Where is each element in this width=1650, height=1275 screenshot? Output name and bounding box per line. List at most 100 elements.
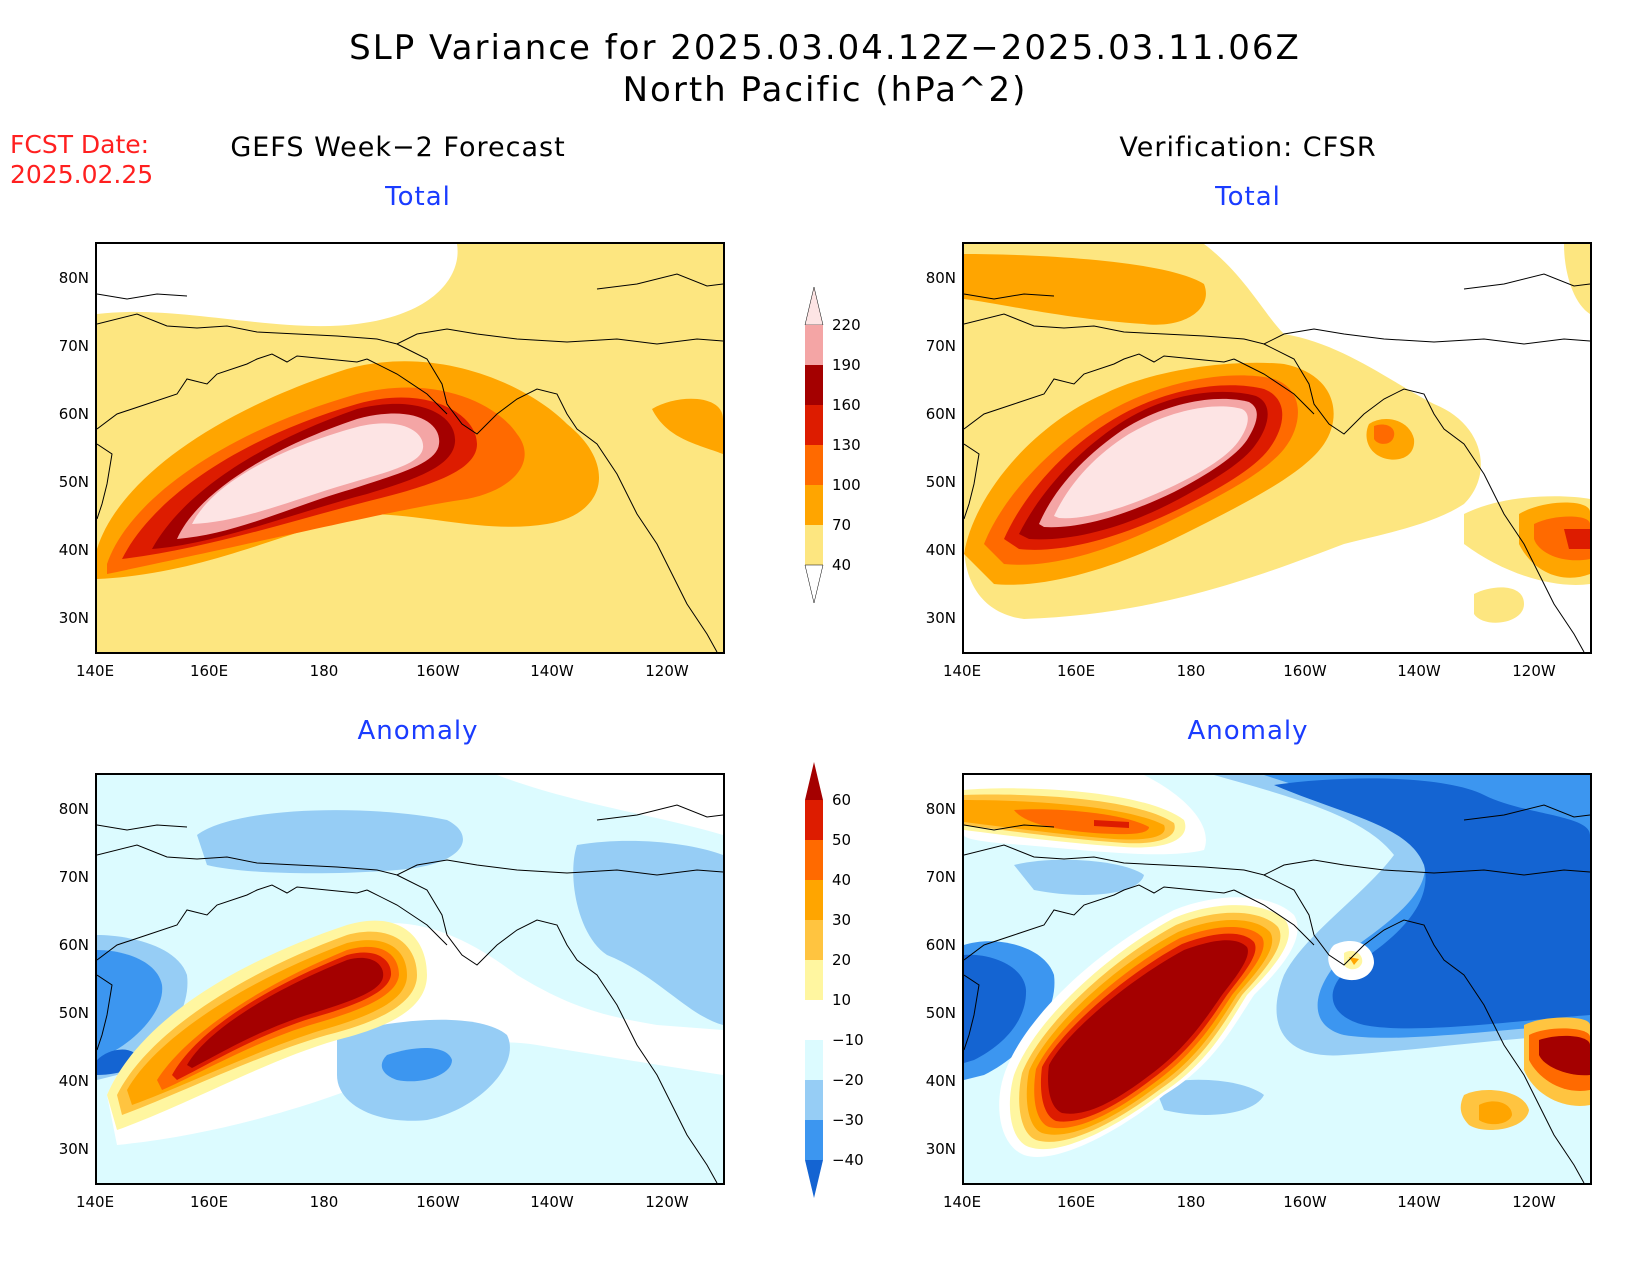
verification-anomaly-lat-tick: 40N	[925, 1072, 956, 1090]
colorbar-label: −40	[832, 1151, 864, 1169]
forecast-total-title: Total	[385, 182, 451, 212]
colorbar-label: −20	[832, 1071, 864, 1089]
colorbar-swatch	[805, 960, 823, 1000]
verification-total-lon-tick: 160W	[1283, 662, 1327, 680]
colorbar-swatch	[805, 325, 823, 365]
forecast-total-lat-tick: 70N	[58, 337, 89, 355]
verification-total-lon-tick: 140W	[1397, 662, 1441, 680]
verification-total-lat-tick: 40N	[925, 541, 956, 559]
forecast-anomaly-lon-tick: 120W	[645, 1193, 689, 1211]
colorbar-label: −10	[832, 1031, 864, 1049]
verification-total-lon-tick: 140E	[942, 662, 982, 680]
colorbar-swatch	[805, 1080, 823, 1120]
verification-anomaly-title: Anomaly	[1187, 716, 1309, 746]
verification-anomaly-lat-tick: 60N	[925, 936, 956, 954]
colorbar-swatch	[805, 365, 823, 405]
colorbar-anomaly-swatches	[805, 762, 823, 1198]
forecast-total-field	[97, 244, 723, 652]
colorbar-swatch	[805, 840, 823, 880]
colorbar-label: −30	[832, 1111, 864, 1129]
forecast-total-lat-tick: 80N	[58, 269, 89, 287]
colorbar-swatch	[805, 445, 823, 485]
main-title: SLP Variance for 2025.03.04.12Z−2025.03.…	[349, 28, 1301, 68]
verification-total-lat-tick: 60N	[925, 405, 956, 423]
colorbar-label: 100	[832, 476, 861, 494]
forecast-total-lat-tick: 50N	[58, 473, 89, 491]
forecast-anomaly-lat-tick: 70N	[58, 868, 89, 886]
forecast-total-lon-tick: 180	[309, 662, 339, 680]
colorbar-label: 50	[832, 831, 852, 849]
verification-anomaly-lat-tick: 70N	[925, 868, 956, 886]
colorbar-total	[800, 285, 880, 615]
map-verification-total	[962, 242, 1592, 654]
forecast-anomaly-lat-tick: 50N	[58, 1004, 89, 1022]
verification-anomaly-lon-tick: 120W	[1512, 1193, 1556, 1211]
forecast-anomaly-lon-tick: 160E	[189, 1193, 229, 1211]
verification-total-lon-tick: 180	[1176, 662, 1206, 680]
verification-total-title: Total	[1215, 182, 1281, 212]
forecast-column-title: GEFS Week−2 Forecast	[230, 132, 566, 163]
colorbar-label: 40	[832, 556, 852, 574]
colorbar-top-arrow	[805, 762, 823, 800]
colorbar-label: 10	[832, 991, 852, 1009]
colorbar-swatch	[805, 1000, 823, 1040]
forecast-anomaly-title: Anomaly	[357, 716, 479, 746]
forecast-total-lon-tick: 140E	[75, 662, 115, 680]
map-verification-anomaly	[962, 773, 1592, 1185]
verification-anomaly-lat-tick: 50N	[925, 1004, 956, 1022]
colorbar-top-arrow	[804, 286, 824, 326]
verification-total-lat-tick: 30N	[925, 609, 956, 627]
colorbar-bottom-arrow	[804, 564, 824, 604]
verification-column-title: Verification: CFSR	[1119, 132, 1377, 163]
colorbar-swatch	[805, 405, 823, 445]
forecast-total-lat-tick: 40N	[58, 541, 89, 559]
verification-total-lat-tick: 70N	[925, 337, 956, 355]
forecast-anomaly-lon-tick: 140W	[530, 1193, 574, 1211]
forecast-anomaly-field	[97, 775, 723, 1183]
verification-anomaly-lon-tick: 180	[1176, 1193, 1206, 1211]
colorbar-label: 220	[832, 316, 861, 334]
colorbar-swatch	[805, 525, 823, 565]
colorbar-label: 40	[832, 871, 852, 889]
colorbar-label: 190	[832, 356, 861, 374]
colorbar-swatch	[805, 880, 823, 920]
verification-total-lat-tick: 50N	[925, 473, 956, 491]
colorbar-anomaly	[800, 760, 880, 1210]
colorbar-swatch	[805, 1120, 823, 1160]
colorbar-swatch	[805, 1040, 823, 1080]
fcst-date-label: FCST Date:	[10, 130, 150, 159]
forecast-anomaly-lon-tick: 160W	[416, 1193, 460, 1211]
forecast-anomaly-lat-tick: 60N	[58, 936, 89, 954]
main-subtitle: North Pacific (hPa^2)	[622, 70, 1028, 110]
forecast-total-lat-tick: 60N	[58, 405, 89, 423]
verification-anomaly-field	[964, 775, 1590, 1183]
forecast-total-lon-tick: 140W	[530, 662, 574, 680]
map-forecast-total	[95, 242, 725, 654]
forecast-total-lon-tick: 160E	[189, 662, 229, 680]
colorbar-label: 60	[832, 791, 852, 809]
forecast-anomaly-lon-tick: 180	[309, 1193, 339, 1211]
colorbar-swatch	[805, 920, 823, 960]
verification-anomaly-lon-tick: 160E	[1056, 1193, 1096, 1211]
verification-anomaly-lon-tick: 160W	[1283, 1193, 1327, 1211]
verification-anomaly-lat-tick: 80N	[925, 800, 956, 818]
verification-anomaly-lon-tick: 140W	[1397, 1193, 1441, 1211]
colorbar-total-swatches	[804, 286, 824, 604]
forecast-total-lat-tick: 30N	[58, 609, 89, 627]
colorbar-label: 130	[832, 436, 861, 454]
verification-total-lon-tick: 120W	[1512, 662, 1556, 680]
colorbar-bottom-arrow	[805, 1160, 823, 1198]
verification-anomaly-lat-tick: 30N	[925, 1140, 956, 1158]
colorbar-label: 20	[832, 951, 852, 969]
verification-anomaly-lon-tick: 140E	[942, 1193, 982, 1211]
colorbar-label: 160	[832, 396, 861, 414]
forecast-anomaly-lat-tick: 30N	[58, 1140, 89, 1158]
map-forecast-anomaly	[95, 773, 725, 1185]
colorbar-label: 70	[832, 516, 852, 534]
forecast-total-lon-tick: 160W	[416, 662, 460, 680]
fcst-date-value: 2025.02.25	[10, 160, 154, 189]
forecast-anomaly-lat-tick: 40N	[58, 1072, 89, 1090]
colorbar-swatch	[805, 485, 823, 525]
verification-total-lat-tick: 80N	[925, 269, 956, 287]
forecast-total-lon-tick: 120W	[645, 662, 689, 680]
